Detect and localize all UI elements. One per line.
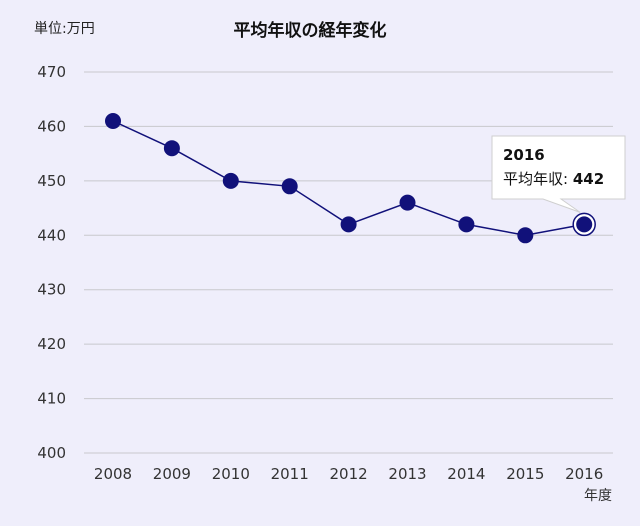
data-point[interactable] (105, 112, 121, 129)
x-tick-label: 2010 (212, 465, 250, 483)
unit-label: 単位:万円 (34, 21, 95, 37)
tooltip-box (491, 135, 626, 213)
y-tick-label: 460 (37, 117, 66, 135)
y-tick-label: 410 (37, 390, 66, 408)
y-tick-label: 420 (37, 335, 66, 353)
x-tick-label: 2011 (271, 465, 309, 483)
data-point[interactable] (222, 172, 239, 189)
tooltip-title: 2016 (503, 146, 545, 164)
y-tick-label: 450 (37, 172, 66, 190)
data-point[interactable] (576, 216, 593, 233)
tooltip: 2016 平均年収: 442 (491, 135, 626, 213)
x-tick-label: 2014 (447, 465, 485, 483)
x-axis-label: 年度 (584, 488, 612, 504)
x-tick-label: 2013 (388, 465, 426, 483)
data-point[interactable] (163, 140, 180, 157)
x-tick-label: 2015 (506, 465, 544, 483)
data-point[interactable] (281, 178, 298, 195)
data-point[interactable] (399, 194, 416, 211)
y-tick-label: 400 (37, 444, 66, 462)
x-tick-label: 2012 (330, 465, 368, 483)
x-tick-label: 2016 (565, 465, 603, 483)
chart-title: 平均年収の経年変化 (234, 20, 387, 41)
y-tick-label: 430 (37, 281, 66, 299)
y-tick-label: 440 (37, 226, 66, 244)
data-point[interactable] (340, 216, 357, 233)
data-point[interactable] (458, 216, 475, 233)
x-tick-label: 2009 (153, 465, 191, 483)
x-tick-label: 2008 (94, 465, 132, 483)
data-point[interactable] (517, 227, 534, 244)
tooltip-value: 平均年収: 442 (503, 170, 604, 188)
y-tick-label: 470 (37, 63, 66, 81)
